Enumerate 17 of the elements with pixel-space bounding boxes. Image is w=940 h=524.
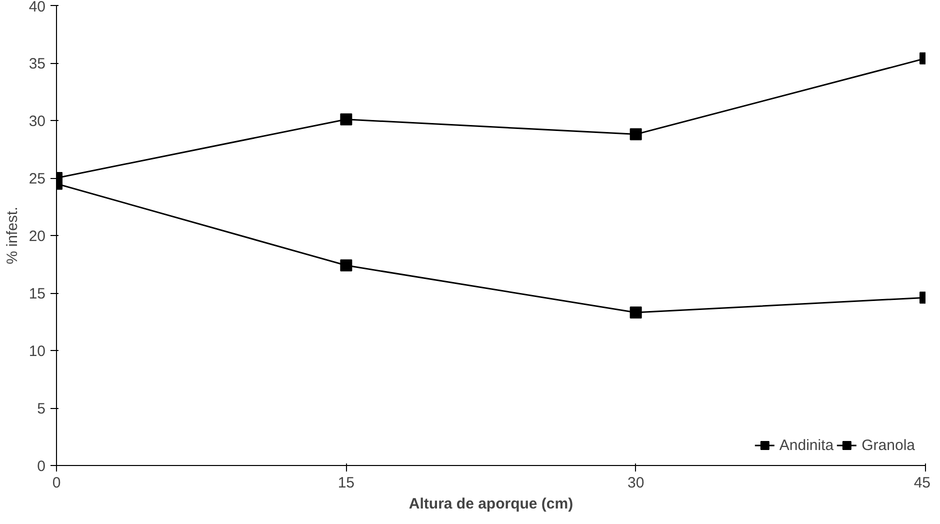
y-tick-label: 0 — [37, 458, 46, 475]
x-tick-label: 30 — [627, 474, 644, 492]
y-axis-title: % infest. — [4, 206, 21, 264]
y-tick-label: 20 — [28, 228, 46, 245]
x-tick-label: 15 — [338, 474, 355, 492]
y-tick-label: 25 — [28, 170, 46, 188]
x-axis-title: Altura de aporque (cm) — [408, 496, 574, 512]
x-tick-label: 45 — [914, 474, 931, 492]
x-tick-label: 0 — [52, 474, 61, 492]
y-tick-label: 40 — [28, 0, 46, 16]
y-tick-label: 15 — [28, 286, 46, 302]
y-tick-label: 5 — [37, 400, 46, 418]
y-tick-label: 30 — [28, 113, 46, 130]
y-tick-label: 10 — [28, 343, 46, 360]
legend-label: Granola — [862, 436, 915, 454]
legend-label: Andinita — [779, 436, 834, 454]
y-tick-label: 35 — [28, 56, 46, 72]
